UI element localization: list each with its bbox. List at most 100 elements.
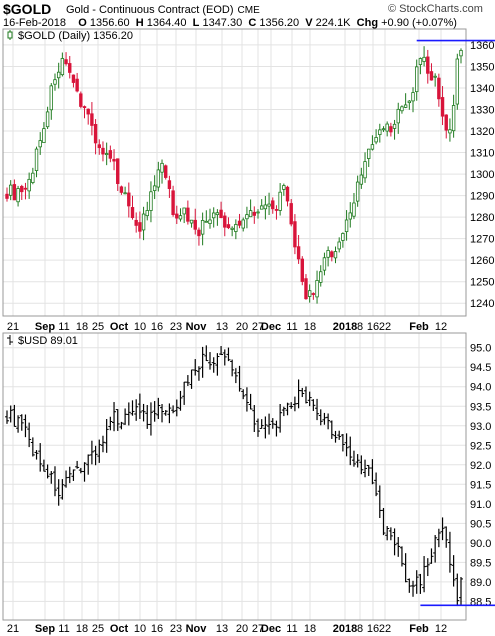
x-tick-label: 13 <box>216 321 228 333</box>
candle-body <box>130 207 135 219</box>
candle-body <box>16 188 20 203</box>
y-tick-label: 1250 <box>470 277 494 289</box>
candle-body <box>248 210 253 218</box>
y-tick-label: 95.0 <box>470 343 491 355</box>
candle-body <box>82 106 87 109</box>
candle-body <box>175 213 179 219</box>
high-value: 1364.40 <box>146 17 187 29</box>
stockcharts-brand[interactable]: © StockCharts.com <box>388 3 483 15</box>
candle-body <box>127 192 131 207</box>
gold-panel: 1240125012601270128012901300131013201330… <box>2 28 495 333</box>
x-tick-label: 23 <box>170 623 182 635</box>
candle-body <box>138 222 142 232</box>
series-legend: $USD 89.01 <box>7 335 78 347</box>
y-tick-label: 88.5 <box>470 596 491 608</box>
y-tick-label: 1240 <box>470 298 494 310</box>
candle-body <box>208 219 212 224</box>
candle-body <box>5 193 9 199</box>
x-tick-label: 18 <box>304 623 316 635</box>
candle-body <box>215 212 220 216</box>
x-tick-label: 20 <box>236 623 248 635</box>
x-tick-label: Dec <box>261 623 281 635</box>
candle-body <box>426 56 430 74</box>
candle-body <box>123 192 127 195</box>
x-tick-label: 13 <box>216 623 228 635</box>
candle-body <box>230 227 234 230</box>
panel-frame <box>2 28 467 317</box>
candle-body <box>64 59 68 65</box>
candle-body <box>112 158 116 162</box>
candle-body <box>315 280 319 298</box>
candle-body <box>186 207 190 222</box>
candle-body <box>104 153 109 156</box>
candle-body <box>448 129 452 134</box>
y-tick-label: 1330 <box>470 104 494 116</box>
y-tick-label: 1320 <box>470 126 494 138</box>
x-tick-label: 21 <box>7 623 19 635</box>
x-tick-label: 23 <box>170 321 182 333</box>
y-tick-label: 1270 <box>470 234 494 246</box>
candle-body <box>459 50 463 57</box>
y-tick-label: 1340 <box>470 83 494 95</box>
candle-body <box>20 185 24 193</box>
candle-body <box>223 215 227 228</box>
candle-body <box>204 220 209 223</box>
high-label: H <box>135 17 144 29</box>
x-tick-label: 27 <box>252 321 264 333</box>
candle-body <box>256 211 260 214</box>
candle-body <box>300 258 304 282</box>
x-tick-label: Sep <box>35 321 55 333</box>
candle-body <box>374 137 378 143</box>
candle-body <box>156 169 161 188</box>
candle-body <box>200 220 205 235</box>
x-tick-label: 10 <box>134 623 146 635</box>
candle-body <box>90 113 94 126</box>
candle-body <box>289 203 293 225</box>
x-tick-label: 11 <box>58 623 69 635</box>
x-tick-label: 16 <box>367 623 379 635</box>
y-tick-label: 1350 <box>470 61 494 73</box>
volume-value: 224.1K <box>315 17 351 29</box>
candle-body <box>267 203 271 207</box>
candle-body <box>211 212 216 219</box>
candle-body <box>49 85 53 111</box>
x-tick-label: 8 <box>357 623 363 635</box>
candle-body <box>34 148 39 172</box>
candle-body <box>12 184 17 201</box>
candle-body <box>71 74 76 83</box>
candle-body <box>56 71 61 79</box>
exchange-text: CME <box>237 5 260 16</box>
x-tick-label: 16 <box>367 321 379 333</box>
usd-panel: 88.5 89.0 89.5 90.0 90.5 91.0 91.5 92.0 92.5 93.0… <box>2 332 495 635</box>
open-label: O <box>78 17 87 29</box>
candle-body <box>27 178 31 192</box>
candle-body <box>23 187 28 190</box>
candle-body <box>108 150 113 159</box>
candle-body <box>219 209 223 219</box>
price-bars <box>5 345 463 607</box>
x-tick-label: 25 <box>92 321 104 333</box>
panel-frame <box>2 332 467 621</box>
x-tick-label: 11 <box>286 321 297 333</box>
x-tick-label: 16 <box>151 623 163 635</box>
x-tick-label: 12 <box>435 623 447 635</box>
candle-body <box>42 128 46 144</box>
candle-body <box>363 161 367 179</box>
y-tick-label: 1310 <box>470 148 494 160</box>
description-text: Gold - Continuous Contract (EOD) <box>66 4 234 16</box>
candle-body <box>429 71 434 81</box>
candle-body <box>152 185 157 192</box>
low-value: 1347.30 <box>202 17 243 29</box>
candle-body <box>101 147 105 155</box>
y-tick-label: 1290 <box>470 191 494 203</box>
x-tick-label: 8 <box>357 321 363 333</box>
candle-body <box>385 123 389 132</box>
candle-body <box>341 233 345 241</box>
candle-body <box>296 246 301 260</box>
candle-body <box>311 293 316 295</box>
symbol-title: $GOLD <box>3 1 52 17</box>
candle-body <box>119 186 124 193</box>
candle-body <box>189 219 194 224</box>
x-tick-label: Feb <box>409 623 429 635</box>
candle-body <box>322 257 327 271</box>
